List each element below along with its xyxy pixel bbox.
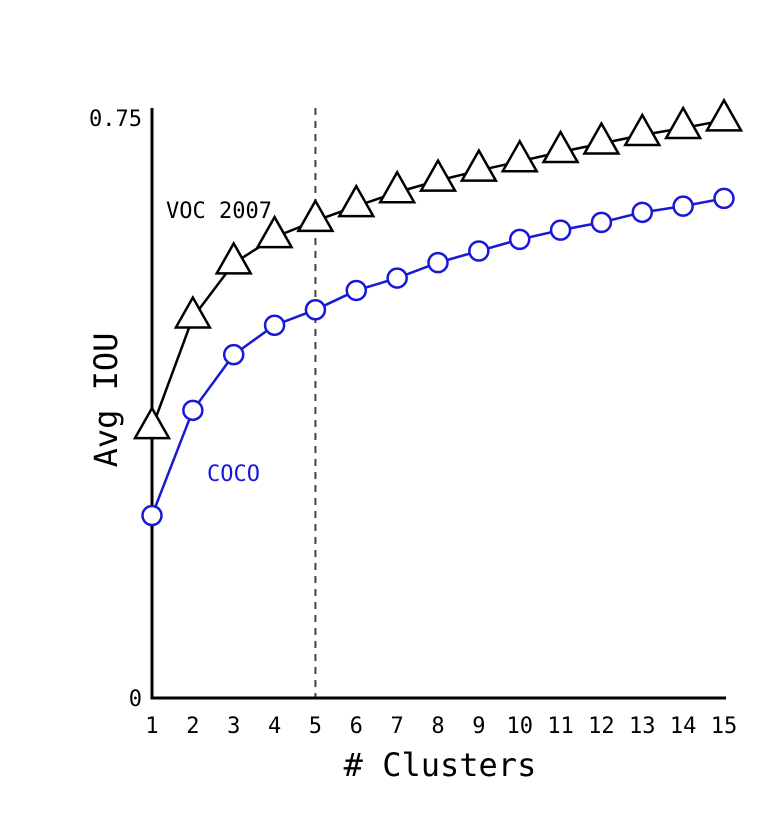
x-tick-label: 4 [268,714,281,739]
data-point-coco [345,279,368,302]
data-point-voc-2007 [377,169,417,204]
data-point-voc-2007 [459,148,499,182]
data-point-coco [182,399,204,422]
data-point-coco [304,299,327,321]
data-point-coco [427,251,449,274]
data-point-coco [672,195,694,217]
data-point-coco [590,211,613,234]
x-tick-label: 13 [629,714,656,739]
x-tick-label: 6 [350,714,363,739]
data-point-voc-2007 [582,120,621,155]
x-tick-label: 1 [145,714,158,739]
data-point-voc-2007 [623,112,662,147]
series-label-coco: COCO [207,462,260,487]
data-point-voc-2007 [704,97,744,132]
data-point-voc-2007 [337,183,376,218]
data-point-coco [713,187,735,210]
x-tick-label: 10 [506,714,533,739]
x-tick-label: 2 [186,714,199,739]
data-point-voc-2007 [173,294,213,329]
data-point-coco [508,228,531,251]
series-label-voc-2007: VOC 2007 [166,199,272,224]
data-point-voc-2007 [255,214,294,249]
x-axis-label: # Clusters [344,746,537,784]
x-tick-label: 9 [472,714,485,739]
y-tick-label: 0.75 [89,107,142,132]
y-tick-label: 0 [129,687,142,712]
x-tick-label: 5 [309,714,322,739]
x-tick-label: 12 [588,714,615,739]
x-tick-label: 15 [711,714,738,739]
data-point-coco [549,219,572,241]
data-point-coco [631,201,654,224]
data-point-coco [141,504,163,527]
data-point-voc-2007 [541,129,580,164]
series-coco [141,187,735,527]
x-tick-label: 7 [391,714,404,739]
data-point-voc-2007 [132,405,172,440]
x-tick-label: 3 [227,714,240,739]
y-axis-label: Avg IOU [87,333,125,468]
x-tick-label: 14 [670,714,697,739]
data-point-coco [386,267,408,289]
data-point-voc-2007 [296,198,335,233]
x-tick-label: 11 [547,714,574,739]
data-point-coco [263,314,286,337]
data-point-voc-2007 [214,240,253,275]
data-point-voc-2007 [418,158,458,192]
series-voc-2007 [132,97,744,440]
data-point-voc-2007 [663,105,703,140]
data-point-coco [222,343,245,366]
x-tick-label: 8 [431,714,444,739]
data-point-voc-2007 [500,138,539,173]
data-point-coco [468,240,490,262]
